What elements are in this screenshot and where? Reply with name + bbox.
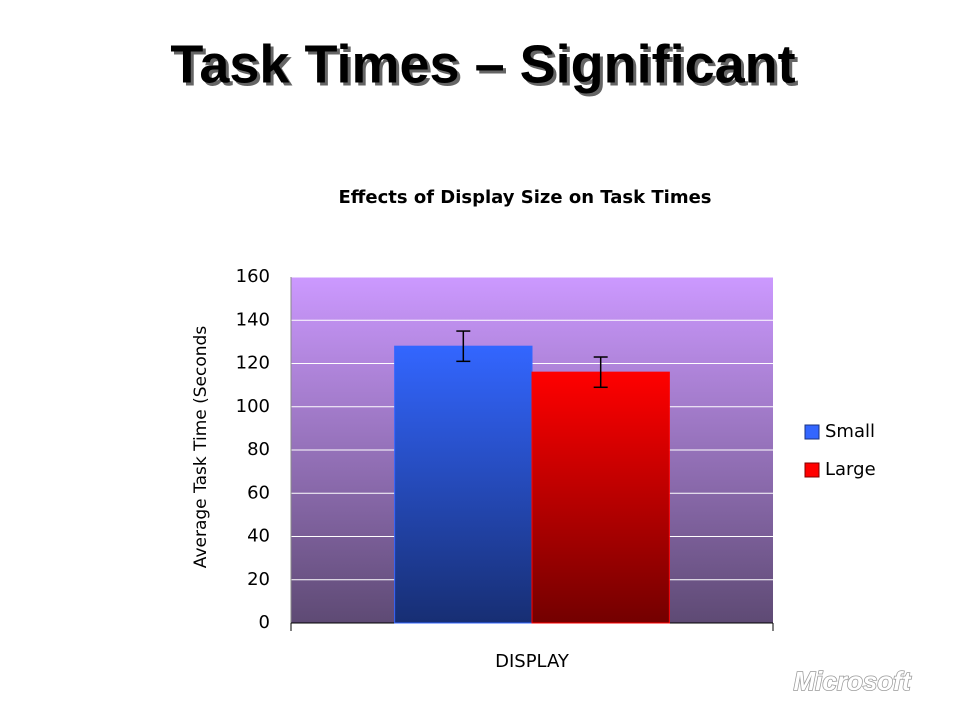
y-tick-label: 60: [247, 482, 270, 503]
y-tick-label: 100: [236, 396, 270, 417]
legend-swatch: [804, 424, 820, 440]
y-tick-label: 40: [247, 526, 270, 547]
error-bar: [593, 356, 608, 389]
error-bar: [456, 330, 471, 363]
legend-label: Small: [825, 421, 875, 442]
chart-title: Effects of Display Size on Task Times: [339, 187, 712, 208]
legend-swatch: [804, 462, 820, 478]
y-tick-label: 140: [236, 309, 270, 330]
y-tick-label: 80: [247, 439, 270, 460]
title-shadow: Task Times – Significant: [173, 37, 798, 97]
y-axis-label: Average Task Time (Seconds: [191, 326, 211, 569]
y-tick-label: 160: [236, 266, 270, 287]
legend-label: Large: [825, 459, 876, 480]
y-tick-label: 0: [259, 612, 270, 633]
x-axis-label: DISPLAY: [495, 651, 570, 672]
y-tick-label: 20: [247, 569, 270, 590]
bar: [531, 371, 670, 624]
bar: [394, 345, 533, 624]
logo: Microsoft: [794, 666, 912, 696]
slide-title: Task Times – Significant: [170, 34, 795, 94]
y-tick-label: 120: [236, 353, 270, 374]
